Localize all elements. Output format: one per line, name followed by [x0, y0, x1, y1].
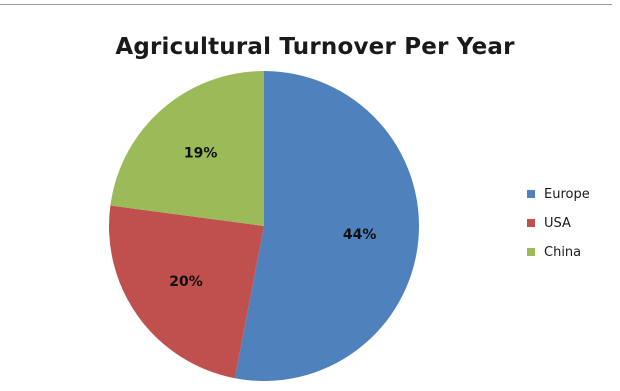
legend-label-europe: Europe [544, 186, 590, 202]
chart-legend: Europe USA China [527, 186, 617, 273]
legend-item-china: China [527, 244, 617, 260]
legend-swatch-china [527, 248, 535, 256]
chart-title: Agricultural Turnover Per Year [115, 34, 515, 60]
pie-slice-usa [108, 205, 264, 379]
data-label-china: 19% [184, 146, 218, 162]
pie-labels: 44% 20% 19% [169, 146, 376, 290]
pie-slice-china [110, 70, 264, 226]
legend-label-usa: USA [544, 215, 571, 231]
pie-slices [108, 70, 420, 381]
top-divider-line [0, 4, 612, 5]
pie-slice-europe [234, 71, 420, 381]
legend-swatch-europe [527, 190, 535, 198]
data-label-europe: 44% [343, 227, 377, 243]
legend-label-china: China [544, 244, 582, 260]
legend-item-usa: USA [527, 215, 617, 231]
data-label-usa: 20% [169, 274, 203, 290]
legend-item-europe: Europe [527, 186, 617, 202]
legend-swatch-usa [527, 219, 535, 227]
